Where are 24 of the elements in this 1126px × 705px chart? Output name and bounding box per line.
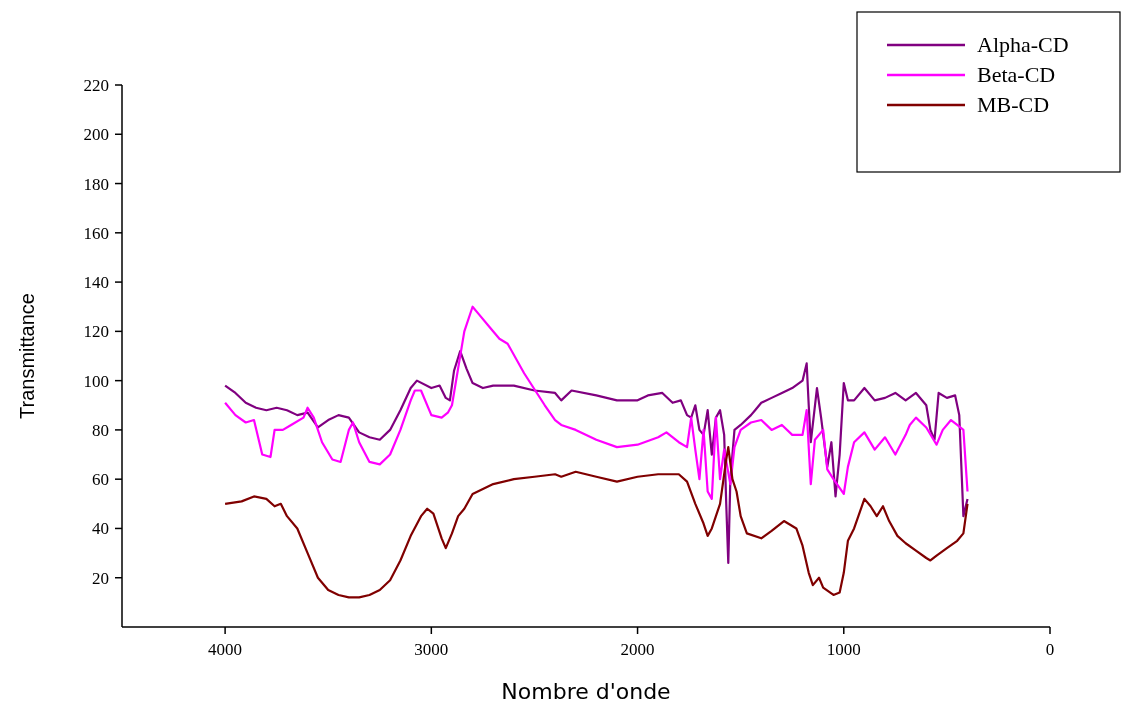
legend-label: Beta-CD: [977, 62, 1056, 87]
x-tick-label: 4000: [208, 640, 243, 659]
y-tick-label: 120: [83, 322, 109, 342]
y-tick-label: 180: [83, 174, 109, 194]
y-tick-label: 220: [83, 76, 109, 95]
y-tick-label: 140: [83, 273, 109, 293]
x-axis-title: Nombre d'onde: [501, 679, 671, 704]
line-series: [224, 446, 969, 599]
x-tick-label: 3000: [414, 640, 449, 659]
y-axis-title: Transmittance: [16, 293, 38, 419]
line-series: [224, 349, 969, 565]
x-tick-label: 0: [1045, 640, 1055, 659]
y-tick-label: 80: [92, 420, 109, 440]
y-tick-label: 60: [92, 470, 109, 490]
y-tick-label: 160: [83, 223, 109, 243]
legend-label: MB-CD: [977, 92, 1050, 117]
x-tick-label: 1000: [826, 640, 861, 659]
y-tick-label: 20: [92, 568, 109, 588]
line-series: [224, 305, 969, 500]
legend-label: Alpha-CD: [977, 32, 1069, 57]
y-tick-label: 200: [83, 125, 109, 145]
x-tick-label: 2000: [620, 640, 655, 659]
y-tick-label: 100: [83, 371, 109, 391]
y-tick-label: 40: [92, 519, 109, 539]
